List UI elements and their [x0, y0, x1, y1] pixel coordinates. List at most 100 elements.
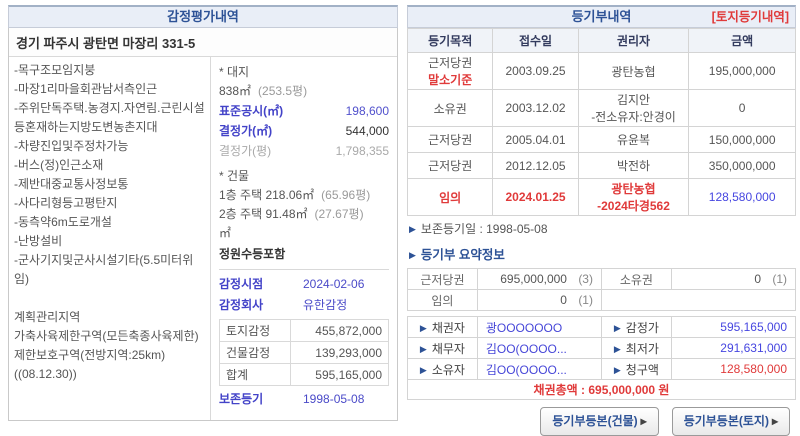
registry-cell-purpose: 임의	[406, 178, 494, 216]
preservation-registry-date: 1998-05-08	[303, 392, 365, 406]
property-note: -제반대중교통사정보통	[14, 177, 129, 191]
building-extra-unit: ㎡	[219, 226, 232, 240]
appraised-price: 595,165,000	[670, 316, 797, 338]
summary-label: 소유권	[600, 268, 672, 290]
property-note: -동측약6m도로개설	[14, 215, 112, 229]
preservation-registry-label: 보존등기	[219, 392, 264, 406]
property-note: -버스(정)인근소재	[14, 158, 104, 172]
property-note: -마장1리마을회관남서측인근	[14, 82, 158, 96]
appraisal-amount-label: 합계	[219, 363, 291, 386]
summary-empty-cell	[600, 289, 797, 311]
registry-cell-date: 2003.12.02	[492, 89, 579, 127]
land-section-label: * 대지	[219, 65, 250, 79]
registry-cell-holder: 유윤복	[577, 126, 690, 153]
land-price-value: 198,600	[345, 104, 389, 118]
appraisal-panel-title: 감정평가내역	[167, 9, 239, 24]
case-parties-table: ▶ 채권자 광OOOOOOO ▶ 감정가 595,165,000 ▶ 채무자 김OO(…	[407, 316, 797, 400]
registry-row: 근저당권 말소기준 2003.09.25 광탄농협 195,000,000	[406, 52, 796, 90]
summary-count: (3)	[578, 272, 593, 286]
party-label: ▶ 채무자	[407, 337, 478, 359]
registry-copy-land-button[interactable]: 등기부등본(토지) ▸	[671, 407, 790, 436]
property-note: -군사기지및군사시설기타(5.5미터위임)	[14, 253, 194, 286]
summary-count: (1)	[772, 272, 787, 286]
registry-header-row: 등기목적 접수일 권리자 금액	[406, 28, 796, 53]
owner-name: 김OO(OOOO...	[476, 358, 602, 380]
section-divider	[219, 269, 389, 270]
building-floor-main: 1층 주택 218.06㎡	[219, 188, 315, 202]
party-label: ▶ 감정가	[600, 316, 672, 338]
debtor-name: 김OO(OOOO...	[476, 337, 602, 359]
summary-label: 근저당권	[407, 268, 478, 290]
bullet-arrow-icon: ▶	[419, 364, 427, 375]
appraisal-panel-body: 경기 파주시 광탄면 마장리 331-5 -목구조모임지붕 -마장1리마을회관남…	[8, 28, 398, 421]
registry-cell-date: 2003.09.25	[492, 52, 579, 90]
total-row: 채권총액 : 695,000,000 원	[407, 379, 796, 400]
land-price-label: 결정가(평)	[219, 144, 272, 158]
registry-row: 근저당권 2012.12.05 박전하 350,000,000	[406, 152, 796, 179]
building-floor-pyeong: (27.67평)	[314, 207, 364, 221]
land-price-label: 표준공시(㎡)	[219, 104, 284, 118]
registry-cell-holder: 광탄농협	[577, 52, 690, 90]
land-price-label: 결정가(㎡)	[219, 124, 273, 138]
registry-cell-date: 2005.04.01	[492, 126, 579, 153]
appraisal-meta-row: 감정시점 2024-02-06	[219, 274, 389, 295]
bullet-arrow-icon: ▶	[613, 322, 621, 333]
registry-cell-purpose: 근저당권	[406, 152, 494, 179]
party-label: ▶ 최저가	[600, 337, 672, 359]
building-floor: 1층 주택 218.06㎡ (65.96평)	[219, 186, 389, 205]
appraisal-amount-value: 455,872,000	[289, 319, 390, 342]
button-arrow-icon: ▸	[771, 414, 778, 428]
summary-row: 임의 0 (1)	[407, 289, 797, 311]
registry-cell-purpose: 근저당권 말소기준	[406, 52, 494, 90]
land-area: 838㎡ (253.5평)	[219, 82, 389, 101]
appraisal-panel-header: 감정평가내역	[8, 5, 398, 28]
building-floor: 2층 주택 91.48㎡ (27.67평)	[219, 205, 389, 224]
party-row: ▶ 채권자 광OOOOOOO ▶ 감정가 595,165,000	[407, 316, 797, 338]
summary-value: 695,000,000 (3)	[476, 268, 602, 290]
property-note: -목구조모임지붕	[14, 63, 96, 77]
bullet-arrow-icon: ▶	[409, 250, 416, 260]
preservation-date-text: 보존등기일 : 1998-05-08	[420, 222, 548, 236]
party-label: ▶ 청구액	[600, 358, 672, 380]
registry-col-date: 접수일	[492, 28, 579, 53]
registry-copy-building-button[interactable]: 등기부등본(건물) ▸	[540, 407, 659, 436]
appraisal-values-column: * 대지 838㎡ (253.5평) 표준공시(㎡) 198,600 결정가(㎡)…	[211, 57, 397, 420]
appraisal-amount-label: 건물감정	[219, 341, 291, 364]
creditor-name: 광OOOOOOO	[476, 316, 602, 338]
registry-cell-purpose: 소유권	[406, 89, 494, 127]
appraisal-meta-label: 감정회사	[219, 298, 264, 312]
property-note: -난방설비	[14, 234, 63, 248]
registry-panel: 등기부내역 [토지등기내역] 등기목적 접수일 권리자 금액 근저당권 말소기준…	[406, 5, 797, 436]
summary-value: 0 (1)	[670, 268, 797, 290]
property-note: -사다리형등고평탄지	[14, 196, 118, 210]
cancellation-base-badge: 말소기준	[428, 73, 473, 87]
preservation-date-line: ▶ 보존등기일 : 1998-05-08	[409, 221, 794, 238]
registry-cell-date: 2024.01.25	[492, 178, 579, 216]
registry-cell-amount: 150,000,000	[688, 126, 796, 153]
registry-summary-title: ▶ 등기부 요약정보	[409, 248, 505, 262]
land-area-main: 838㎡	[219, 84, 252, 98]
party-label: ▶ 소유자	[407, 358, 478, 380]
zoning-line: 계획관리지역	[14, 310, 81, 324]
registry-cell-purpose: 근저당권	[406, 126, 494, 153]
zoning-line: 제한보호구역(전방지역:25km)((08.12.30))	[14, 348, 166, 381]
party-row: ▶ 소유자 김OO(OOOO... ▶ 청구액 128,580,000	[407, 358, 797, 380]
summary-count: (1)	[578, 293, 593, 307]
appraisal-meta-value: 유한감정	[303, 298, 348, 312]
registry-col-holder: 권리자	[577, 28, 690, 53]
total-claim-amount: 채권총액 : 695,000,000 원	[407, 379, 796, 400]
claim-amount: 128,580,000	[670, 358, 797, 380]
registry-col-amount: 금액	[688, 28, 796, 53]
land-registry-link[interactable]: [토지등기내역]	[711, 10, 789, 24]
appraisal-meta-value: 2024-02-06	[303, 277, 365, 291]
land-price-value: 1,798,355	[335, 144, 389, 158]
registry-col-purpose: 등기목적	[406, 28, 494, 53]
party-label: ▶ 채권자	[407, 316, 478, 338]
preservation-registry-row: 보존등기 1998-05-08	[219, 389, 389, 410]
registry-cell-amount: 0	[688, 89, 796, 127]
registry-panel-title: 등기부내역	[571, 9, 632, 24]
auction-case-number: -2024타경562	[597, 199, 670, 213]
registry-cell-holder: 광탄농협 -2024타경562	[577, 178, 690, 216]
registry-row: 소유권 2003.12.02 김지안 -전소유자:안경이 0	[406, 89, 796, 127]
land-price-row: 결정가(평) 1,798,355	[219, 141, 389, 161]
